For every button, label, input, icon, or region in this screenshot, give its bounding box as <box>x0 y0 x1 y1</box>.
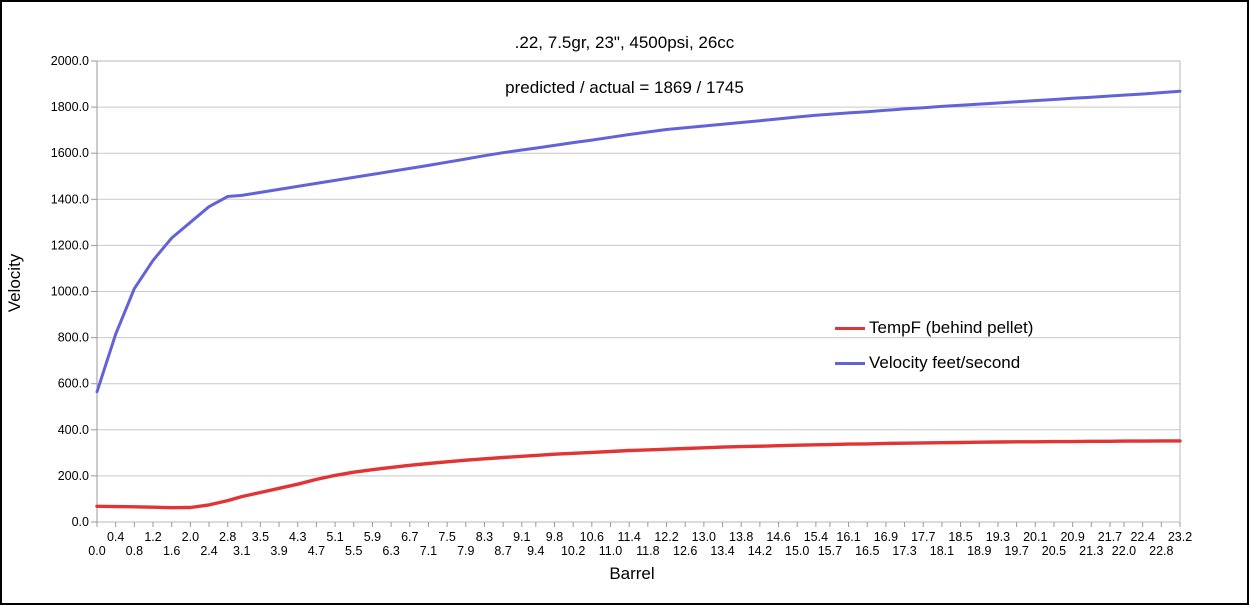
x-tick-label: 15.4 <box>804 530 828 544</box>
x-tick-label: 0.4 <box>107 530 124 544</box>
x-tick-label: 9.1 <box>513 530 530 544</box>
x-tick-label: 6.3 <box>382 544 399 558</box>
series-line-1 <box>95 89 1182 394</box>
x-tick-label: 0.0 <box>88 544 105 558</box>
x-tick-label: 0.8 <box>126 544 143 558</box>
x-tick-label: 5.9 <box>364 530 381 544</box>
y-tick-label: 200.0 <box>58 469 89 483</box>
y-tick-label: 1800.0 <box>51 100 89 114</box>
x-tick-label: 13.8 <box>729 530 753 544</box>
y-tick-label: 400.0 <box>58 423 89 437</box>
x-tick-label: 3.5 <box>252 530 269 544</box>
velocity-line-swatch <box>835 361 865 365</box>
legend: TempF (behind pellet) Velocity feet/seco… <box>835 317 1033 387</box>
x-tick-label: 3.9 <box>270 544 287 558</box>
x-tick-label: 15.7 <box>818 544 842 558</box>
x-tick-label: 4.7 <box>308 544 325 558</box>
legend-label-velocity: Velocity feet/second <box>869 353 1021 372</box>
x-tick-label: 14.2 <box>748 544 772 558</box>
x-tick-label: 7.9 <box>457 544 474 558</box>
x-tick-label: 21.7 <box>1098 530 1122 544</box>
y-tick-label: 1400.0 <box>51 192 89 206</box>
x-tick-label: 17.7 <box>911 530 935 544</box>
y-tick-label: 1000.0 <box>51 285 89 299</box>
x-tick-label: 5.1 <box>326 530 343 544</box>
x-axis-title: Barrel <box>609 564 655 583</box>
x-tick-label: 7.5 <box>438 530 455 544</box>
chart-title: .22, 7.5gr, 23", 4500psi, 26cc <box>514 33 735 52</box>
x-tick-label: 1.2 <box>144 530 161 544</box>
x-tick-label: 18.9 <box>967 544 991 558</box>
x-tick-label: 23.2 <box>1168 530 1192 544</box>
x-tick-label: 18.5 <box>948 530 972 544</box>
x-tick-label: 14.6 <box>766 530 790 544</box>
x-tick-label: 10.6 <box>580 530 604 544</box>
x-tick-label: 11.0 <box>599 544 622 558</box>
x-tick-label: 13.0 <box>692 530 716 544</box>
x-tick-label: 16.5 <box>855 544 879 558</box>
x-tick-label: 12.2 <box>654 530 678 544</box>
x-tick-label: 19.3 <box>986 530 1010 544</box>
y-tick-label: 600.0 <box>58 377 89 391</box>
chart-subtitle: predicted / actual = 1869 / 1745 <box>505 78 744 97</box>
legend-item-velocity: Velocity feet/second <box>835 352 1033 374</box>
x-tick-label: 17.3 <box>892 544 916 558</box>
x-tick-label: 15.0 <box>785 544 809 558</box>
y-tick-label: 0.0 <box>72 515 89 529</box>
series-line-0 <box>95 439 1182 510</box>
legend-item-tempf: TempF (behind pellet) <box>835 317 1033 339</box>
y-tick-label: 1600.0 <box>51 146 89 160</box>
x-tick-label: 22.0 <box>1112 544 1136 558</box>
x-tick-label: 13.4 <box>710 544 734 558</box>
x-tick-label: 7.1 <box>420 544 437 558</box>
x-tick-label: 10.2 <box>561 544 585 558</box>
x-tick-label: 8.3 <box>476 530 493 544</box>
x-tick-label: 22.8 <box>1149 544 1173 558</box>
x-tick-label: 18.1 <box>930 544 954 558</box>
y-tick-label: 800.0 <box>58 331 89 345</box>
x-tick-label: 11.4 <box>617 530 640 544</box>
x-tick-label: 9.4 <box>527 544 544 558</box>
tempf-line-swatch <box>835 326 865 330</box>
x-tick-label: 20.5 <box>1042 544 1066 558</box>
x-tick-label: 8.7 <box>494 544 511 558</box>
x-tick-label: 12.6 <box>673 544 697 558</box>
x-tick-label: 22.4 <box>1130 530 1154 544</box>
x-tick-label: 2.4 <box>200 544 217 558</box>
x-tick-label: 16.1 <box>836 530 860 544</box>
y-tick-label: 2000.0 <box>51 54 89 68</box>
x-tick-label: 3.1 <box>233 544 250 558</box>
x-tick-label: 20.9 <box>1060 530 1084 544</box>
x-tick-label: 5.5 <box>345 544 362 558</box>
x-tick-label: 6.7 <box>401 530 418 544</box>
x-tick-label: 21.3 <box>1079 544 1103 558</box>
x-tick-label: 2.0 <box>182 530 199 544</box>
x-tick-label: 2.8 <box>219 530 236 544</box>
y-tick-label: 1200.0 <box>51 238 89 252</box>
x-tick-label: 11.8 <box>636 544 659 558</box>
x-tick-label: 16.9 <box>874 530 898 544</box>
x-tick-label: 1.6 <box>163 544 180 558</box>
x-tick-label: 9.8 <box>546 530 563 544</box>
legend-label-tempf: TempF (behind pellet) <box>869 318 1034 337</box>
x-tick-label: 20.1 <box>1023 530 1047 544</box>
x-tick-label: 19.7 <box>1004 544 1028 558</box>
x-tick-label: 4.3 <box>289 530 306 544</box>
